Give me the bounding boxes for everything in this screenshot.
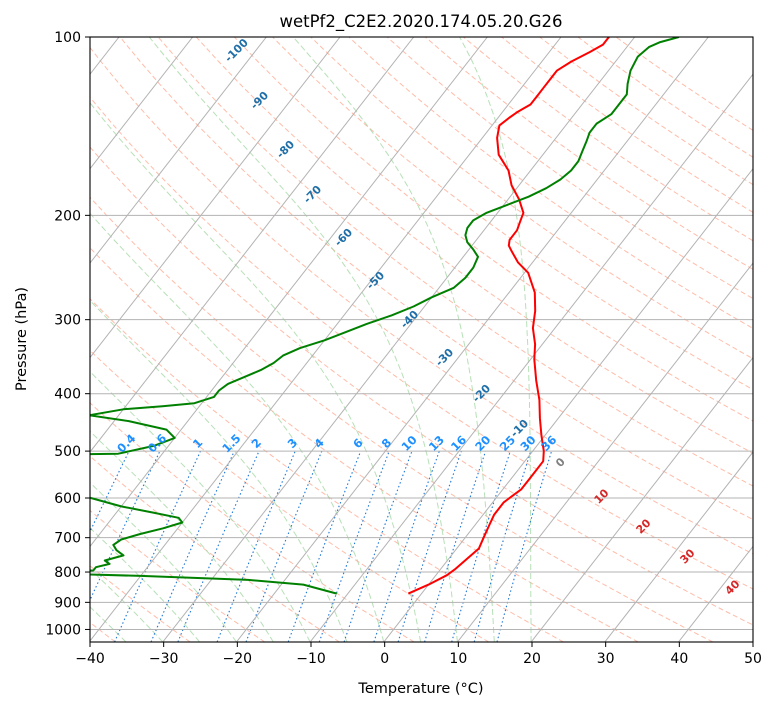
x-tick-label: −10: [296, 651, 326, 667]
mixing-ratio-line: [115, 451, 201, 642]
mixing-ratio-line: [288, 451, 361, 642]
x-tick-label: 0: [380, 651, 389, 667]
mixing-ratio-line: [319, 451, 389, 642]
mixing-ratio-label: 0.1: [17, 431, 41, 455]
y-tick-label: 500: [54, 444, 81, 460]
dry-adiabat-line: [6, 37, 775, 642]
plot-frame: [90, 37, 753, 642]
moist-adiabat-line: [293, 37, 494, 642]
mixing-ratio-line: [452, 451, 511, 642]
mixing-ratio-line: [217, 451, 295, 642]
mixing-ratio-label: 1.5: [219, 431, 243, 455]
mixing-ratio-label: 2: [248, 435, 264, 451]
x-axis-title: Temperature (°C): [357, 681, 483, 697]
x-tick-label: 20: [523, 651, 541, 667]
moist-adiabat-line: [41, 37, 420, 642]
dry-adiabat-label: -80: [274, 138, 297, 161]
moist-adiabat-line: [0, 37, 310, 642]
y-tick-label: 700: [54, 531, 81, 547]
moist-adiabat-line: [0, 37, 273, 642]
isotherm-label: 10: [592, 486, 612, 506]
mixing-ratio-line: [497, 451, 552, 642]
dry-adiabat-line: [540, 37, 775, 642]
dry-adiabat-line: [0, 37, 564, 642]
isotherm-label: 40: [723, 577, 743, 597]
dry-adiabat-label: -60: [332, 226, 355, 249]
dry-adiabat-line: [0, 37, 339, 642]
y-tick-label: 900: [54, 595, 81, 611]
mixing-ratio-line: [474, 451, 531, 642]
y-axis-title: Pressure (hPa): [14, 287, 30, 391]
mixing-ratio-line: [178, 451, 259, 642]
y-tick-label: 400: [54, 387, 81, 403]
skewed-isotherm-line: [0, 37, 266, 642]
skewed-isotherm-line: [236, 37, 708, 642]
dry-adiabat-line: [120, 37, 775, 642]
dry-adiabat-line: [502, 37, 775, 642]
dry-adiabat-label: -50: [364, 269, 387, 292]
x-tick-label: 10: [449, 651, 467, 667]
y-tick-label: 300: [54, 313, 81, 329]
mixing-ratio-label: 6: [350, 435, 366, 451]
skewed-isotherm-line: [310, 37, 775, 642]
mixing-ratio-label: 8: [379, 435, 395, 451]
dry-adiabat-line: [0, 37, 489, 642]
x-tick-label: −20: [223, 651, 253, 667]
x-tick-label: 30: [597, 651, 615, 667]
y-tick-label: 1000: [45, 622, 81, 638]
dry-adiabat-line: [0, 37, 638, 642]
skewed-isotherm-line: [15, 37, 487, 642]
temperature-profile-line: [408, 37, 609, 594]
mixing-ratio-label: 1: [190, 435, 206, 451]
y-tick-label: 100: [54, 30, 81, 46]
mixing-ratio-label: 3: [285, 435, 301, 451]
chart-title: wetPf2_C2E2.2020.174.05.20.G26: [279, 12, 562, 32]
mixing-ratio-line: [0, 451, 32, 642]
dry-adiabat-label: -90: [248, 89, 271, 112]
y-tick-label: 600: [54, 491, 81, 507]
x-tick-label: −30: [149, 651, 179, 667]
isotherm-label: 30: [678, 546, 698, 566]
dry-adiabat-line: [616, 37, 775, 642]
y-tick-label: 200: [54, 208, 81, 224]
x-tick-label: 50: [744, 651, 762, 667]
skewed-isotherm-line: [163, 37, 635, 642]
isotherm-label: 20: [634, 516, 654, 536]
y-tick-label: 800: [54, 565, 81, 581]
mixing-ratio-label: 0.4: [114, 431, 138, 455]
x-tick-label: 40: [670, 651, 688, 667]
mixing-ratio-label: 0.6: [145, 431, 169, 455]
x-tick-label: −40: [75, 651, 105, 667]
skewed-isotherm-line: [384, 37, 775, 642]
skewed-isotherm-line: [0, 37, 340, 642]
dry-adiabat-label: -70: [301, 183, 324, 206]
dry-adiabat-line: [0, 37, 713, 642]
isotherm-label: 0: [553, 455, 568, 470]
dry-adiabat-line: [578, 37, 775, 642]
mixing-ratio-line: [425, 451, 486, 642]
skewed-isotherm-line: [531, 37, 775, 642]
mixing-ratio-line: [398, 451, 461, 642]
dry-adiabat-line: [273, 37, 775, 642]
moist-adiabat-line: [0, 37, 347, 642]
